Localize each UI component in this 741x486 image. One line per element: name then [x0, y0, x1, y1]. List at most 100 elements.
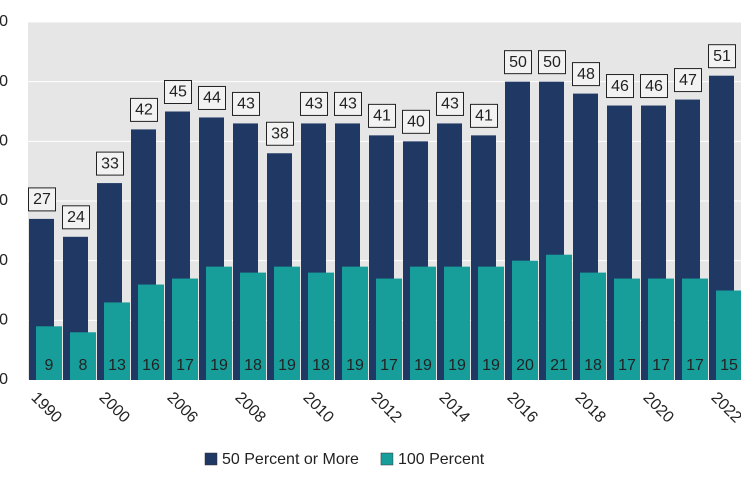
bar [716, 290, 741, 380]
value-label: 40 [407, 114, 425, 131]
value-label: 19 [448, 357, 466, 374]
value-label-box [640, 74, 668, 99]
value-label: 47 [679, 72, 697, 89]
value-label: 19 [346, 357, 364, 374]
value-label: 19 [482, 357, 500, 374]
value-label-group: 27 [28, 187, 56, 212]
value-label: 45 [169, 84, 187, 101]
value-label-group: 38 [266, 121, 294, 146]
x-tick-label: 2006 [164, 389, 201, 426]
bar [70, 332, 96, 380]
x-tick-label: 2008 [232, 389, 269, 426]
value-label-group: 50 [504, 50, 532, 75]
value-label-box [368, 103, 396, 128]
value-label-box [62, 205, 90, 230]
value-label-box [130, 97, 158, 122]
value-label-group: 40 [402, 109, 430, 134]
legend-label: 100 Percent [398, 451, 485, 468]
y-tick-label: 10 [0, 312, 8, 329]
bar [478, 266, 504, 380]
value-label: 43 [441, 96, 459, 113]
value-label: 51 [713, 48, 731, 65]
value-label: 48 [577, 66, 595, 83]
value-label-group: 44 [198, 85, 226, 110]
value-label-box [402, 109, 430, 134]
bar [172, 278, 198, 380]
value-label: 44 [203, 90, 221, 107]
value-label-group: 47 [674, 68, 702, 93]
value-label: 24 [67, 209, 85, 226]
value-label: 17 [686, 357, 704, 374]
value-label: 19 [210, 357, 228, 374]
value-label: 17 [652, 357, 670, 374]
value-label-box [504, 50, 532, 75]
value-label-box [708, 44, 736, 69]
value-label-group: 48 [572, 62, 600, 87]
bar [614, 278, 640, 380]
value-label: 17 [176, 357, 194, 374]
value-label: 46 [645, 78, 663, 95]
value-label-group: 45 [164, 80, 192, 104]
value-label-box [470, 103, 498, 128]
x-tick-label: 2018 [572, 389, 609, 426]
bar [138, 284, 164, 380]
y-tick-label: 30 [0, 192, 8, 209]
bar [342, 266, 368, 380]
value-label-group: 41 [470, 103, 498, 128]
value-label: 38 [271, 125, 289, 142]
value-label: 18 [584, 357, 602, 374]
value-label-group: 50 [538, 50, 566, 75]
value-label-group: 43 [232, 91, 260, 116]
value-label: 43 [339, 96, 357, 113]
bar [410, 266, 436, 380]
value-label: 20 [516, 357, 534, 374]
value-label-box [266, 121, 294, 146]
value-label: 50 [509, 54, 527, 71]
bar [648, 278, 674, 380]
value-label: 17 [380, 357, 398, 374]
y-tick-label: 0 [0, 371, 8, 388]
x-tick-label: 2014 [436, 389, 473, 426]
value-label-box [572, 62, 600, 87]
value-label: 46 [611, 78, 629, 95]
value-label-box [436, 91, 464, 116]
bar [274, 266, 300, 380]
value-label: 19 [278, 357, 296, 374]
value-label: 15 [720, 357, 738, 374]
value-label-box [28, 187, 56, 212]
value-label-box [232, 91, 260, 116]
value-label-group: 43 [334, 91, 362, 116]
value-label-box [198, 85, 226, 110]
x-tick-label: 2000 [96, 389, 133, 426]
bar [444, 266, 470, 380]
value-label: 27 [33, 191, 51, 208]
value-label: 9 [45, 357, 54, 374]
bar [580, 272, 606, 380]
bar [512, 260, 538, 380]
value-label-group: 33 [96, 151, 124, 176]
bar [240, 272, 266, 380]
bar [376, 278, 402, 380]
value-label: 21 [550, 357, 568, 374]
value-label: 33 [101, 155, 119, 172]
value-label-group: 51 [708, 44, 736, 69]
bar [546, 254, 572, 380]
value-label: 18 [312, 357, 330, 374]
bar [104, 302, 130, 380]
y-tick-label: 20 [0, 252, 8, 269]
legend-swatch [204, 452, 218, 466]
value-label: 50 [543, 54, 561, 71]
value-label-group: 43 [300, 91, 328, 116]
value-label: 17 [618, 357, 636, 374]
x-tick-label: 2010 [300, 389, 337, 426]
bar [206, 266, 232, 380]
value-label: 41 [475, 108, 493, 125]
value-label-box [334, 91, 362, 116]
value-label: 16 [142, 357, 160, 374]
bar [36, 326, 62, 380]
value-label-group: 41 [368, 103, 396, 128]
value-label-box [96, 151, 124, 176]
value-label-group: 46 [606, 74, 634, 99]
value-label-box [674, 68, 702, 93]
